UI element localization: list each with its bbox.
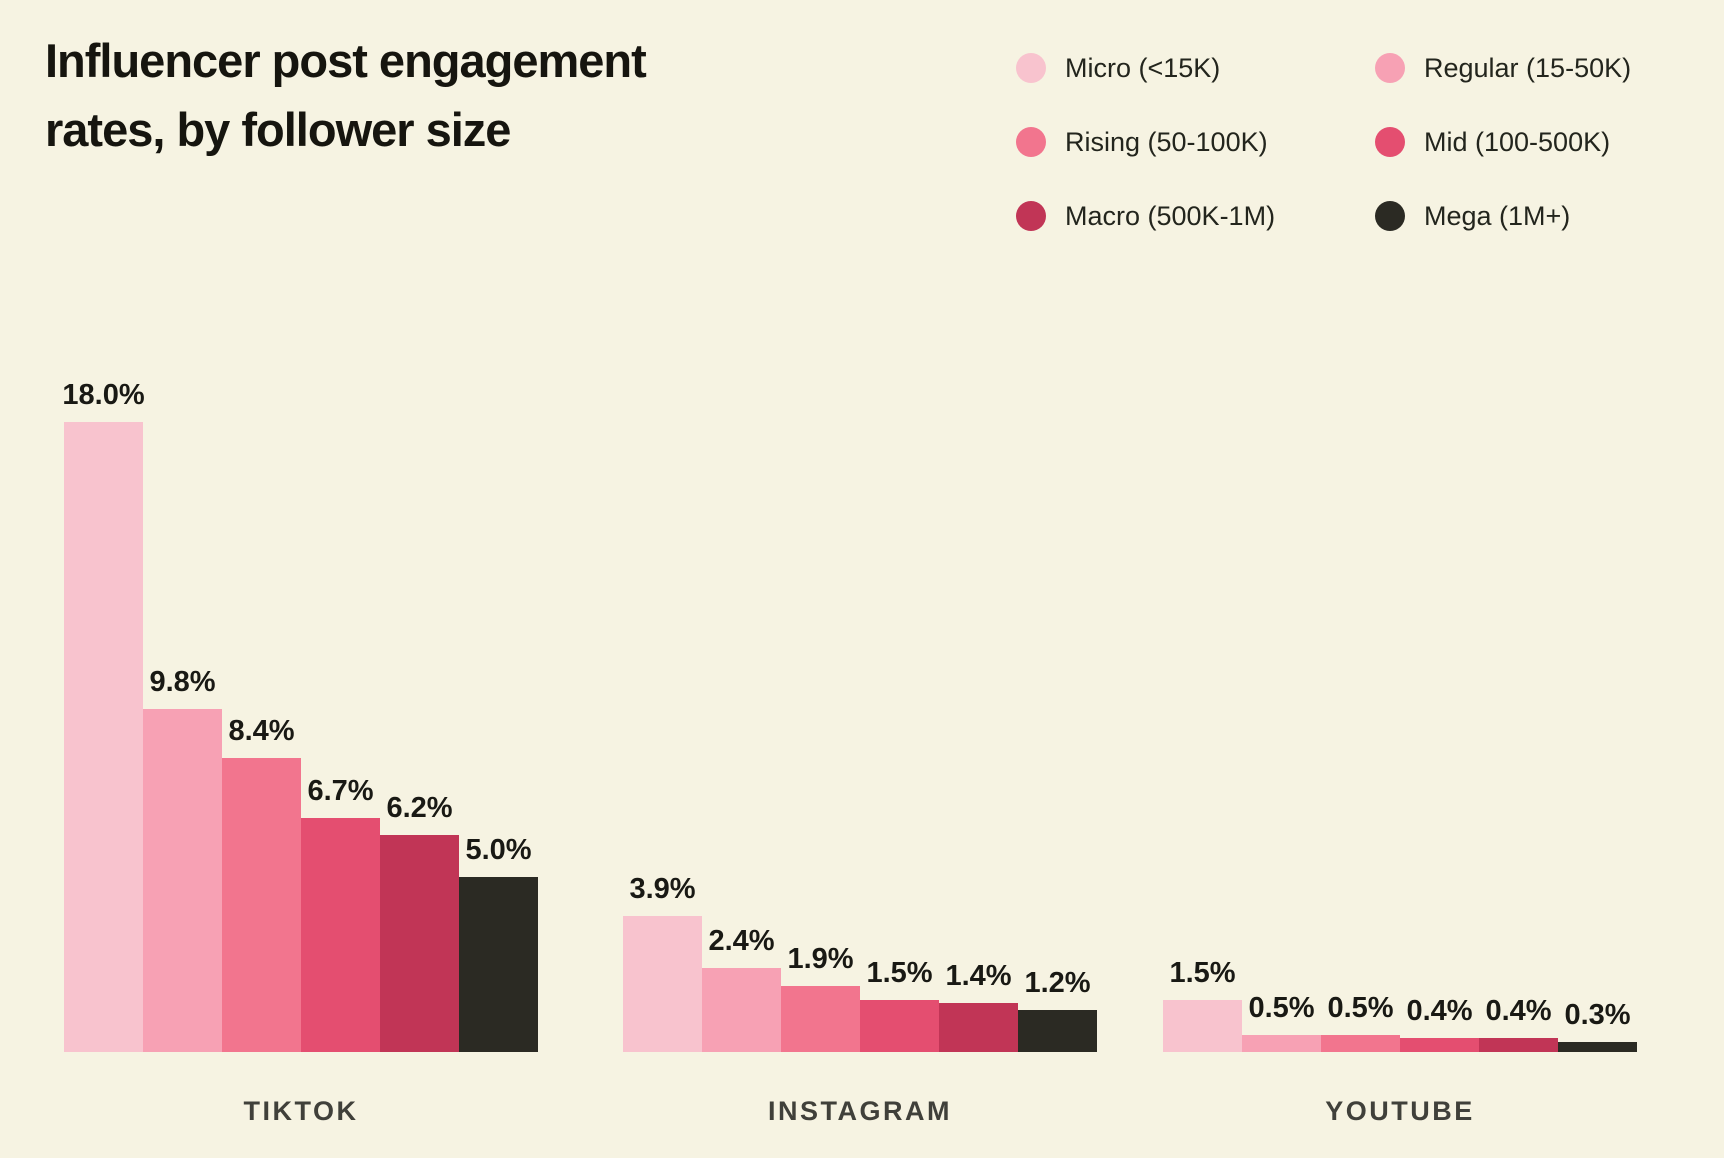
legend-color-dot bbox=[1375, 127, 1405, 157]
legend-label: Mid (100-500K) bbox=[1424, 126, 1611, 157]
legend-item: Rising (50-100K) bbox=[1016, 126, 1375, 158]
bar-value-label: 0.3% bbox=[1564, 998, 1631, 1031]
bar-value-label: 1.9% bbox=[787, 942, 854, 975]
legend-color-dot bbox=[1375, 53, 1405, 83]
bar-group-instagram: 3.9% 2.4% 1.9% 1.5% 1.4% 1.2% INSTAGRAM bbox=[623, 872, 1097, 1126]
bar-value-label: 9.8% bbox=[149, 666, 216, 698]
bar-column: 9.8% bbox=[143, 666, 222, 1052]
bar-column: 1.4% bbox=[939, 960, 1018, 1052]
bar-column: 6.7% bbox=[301, 774, 380, 1052]
bar bbox=[1321, 1034, 1400, 1052]
bar-value-label: 6.2% bbox=[386, 792, 453, 824]
bar-value-label: 1.4% bbox=[945, 960, 1012, 992]
bar-column: 5.0% bbox=[459, 834, 538, 1052]
bar bbox=[1018, 1010, 1097, 1052]
bar-column: 1.9% bbox=[781, 942, 860, 1052]
bar-value-label: 0.4% bbox=[1406, 995, 1473, 1027]
bar-column: 0.4% bbox=[1479, 995, 1558, 1052]
category-label: INSTAGRAM bbox=[768, 1096, 952, 1126]
legend-label: Rising (50-100K) bbox=[1065, 126, 1268, 157]
legend-item: Macro (500K-1M) bbox=[1016, 200, 1375, 232]
bar-column: 8.4% bbox=[222, 715, 301, 1052]
bar bbox=[939, 1003, 1018, 1052]
legend-item: Mega (1M+) bbox=[1375, 200, 1631, 232]
bar-column: 0.5% bbox=[1242, 991, 1321, 1052]
bar-value-label: 0.5% bbox=[1248, 991, 1315, 1024]
bar bbox=[64, 422, 143, 1052]
bar bbox=[1242, 1034, 1321, 1052]
bar bbox=[702, 968, 781, 1052]
bar-column: 18.0% bbox=[62, 379, 145, 1052]
category-label: YOUTUBE bbox=[1325, 1096, 1475, 1126]
bar-value-label: 8.4% bbox=[228, 715, 295, 747]
bar-column: 0.4% bbox=[1400, 995, 1479, 1052]
legend: Micro (<15K) Regular (15-50K) Rising (50-1… bbox=[1016, 52, 1631, 232]
legend-color-dot bbox=[1375, 201, 1405, 231]
legend-label: Mega (1M+) bbox=[1424, 200, 1571, 231]
bar bbox=[143, 709, 222, 1052]
chart-title: Influencer post engagement rates, by fol… bbox=[45, 34, 647, 156]
bar bbox=[1558, 1041, 1637, 1052]
bar bbox=[623, 915, 702, 1052]
bar bbox=[1163, 999, 1242, 1052]
bar bbox=[222, 758, 301, 1052]
bar bbox=[459, 877, 538, 1052]
bar bbox=[301, 817, 380, 1052]
bar-value-label: 0.4% bbox=[1485, 995, 1552, 1027]
legend-label: Macro (500K-1M) bbox=[1065, 200, 1276, 231]
bar-column: 1.2% bbox=[1018, 967, 1097, 1052]
legend-item: Mid (100-500K) bbox=[1375, 126, 1631, 158]
bar-value-label: 0.5% bbox=[1327, 991, 1394, 1024]
bar-column: 2.4% bbox=[702, 925, 781, 1052]
legend-color-dot bbox=[1016, 201, 1046, 231]
bar-column: 0.3% bbox=[1558, 998, 1637, 1052]
bar-value-label: 2.4% bbox=[708, 925, 775, 957]
bar-value-label: 5.0% bbox=[465, 834, 532, 866]
bar-column: 6.2% bbox=[380, 792, 459, 1052]
bar-value-label: 6.7% bbox=[307, 774, 374, 807]
bar-column: 1.5% bbox=[1163, 956, 1242, 1052]
bar-group-youtube: 1.5% 0.5% 0.5% 0.4% 0.4% 0.3% YOUTUBE bbox=[1163, 956, 1637, 1126]
bar-group-tiktok: 18.0% 9.8% 8.4% 6.7% 6.2% 5.0% TIKTOK bbox=[62, 379, 538, 1126]
bar bbox=[1400, 1038, 1479, 1052]
legend-label: Regular (15-50K) bbox=[1424, 52, 1632, 83]
legend-color-dot bbox=[1016, 53, 1046, 83]
legend-item: Regular (15-50K) bbox=[1375, 52, 1631, 84]
bar-value-label: 1.5% bbox=[1169, 956, 1236, 989]
bar-column: 1.5% bbox=[860, 956, 939, 1052]
bar bbox=[1479, 1038, 1558, 1052]
bar bbox=[781, 985, 860, 1052]
bar bbox=[860, 999, 939, 1052]
legend-color-dot bbox=[1016, 127, 1046, 157]
bar-column: 3.9% bbox=[623, 872, 702, 1052]
legend-label: Micro (<15K) bbox=[1065, 52, 1221, 83]
legend-item: Micro (<15K) bbox=[1016, 52, 1375, 84]
bar-value-label: 18.0% bbox=[62, 379, 145, 411]
bar-value-label: 3.9% bbox=[629, 872, 696, 905]
category-label: TIKTOK bbox=[243, 1096, 359, 1126]
bar-value-label: 1.5% bbox=[866, 956, 933, 989]
bar bbox=[380, 835, 459, 1052]
bar-column: 0.5% bbox=[1321, 991, 1400, 1052]
bar-value-label: 1.2% bbox=[1024, 967, 1091, 999]
